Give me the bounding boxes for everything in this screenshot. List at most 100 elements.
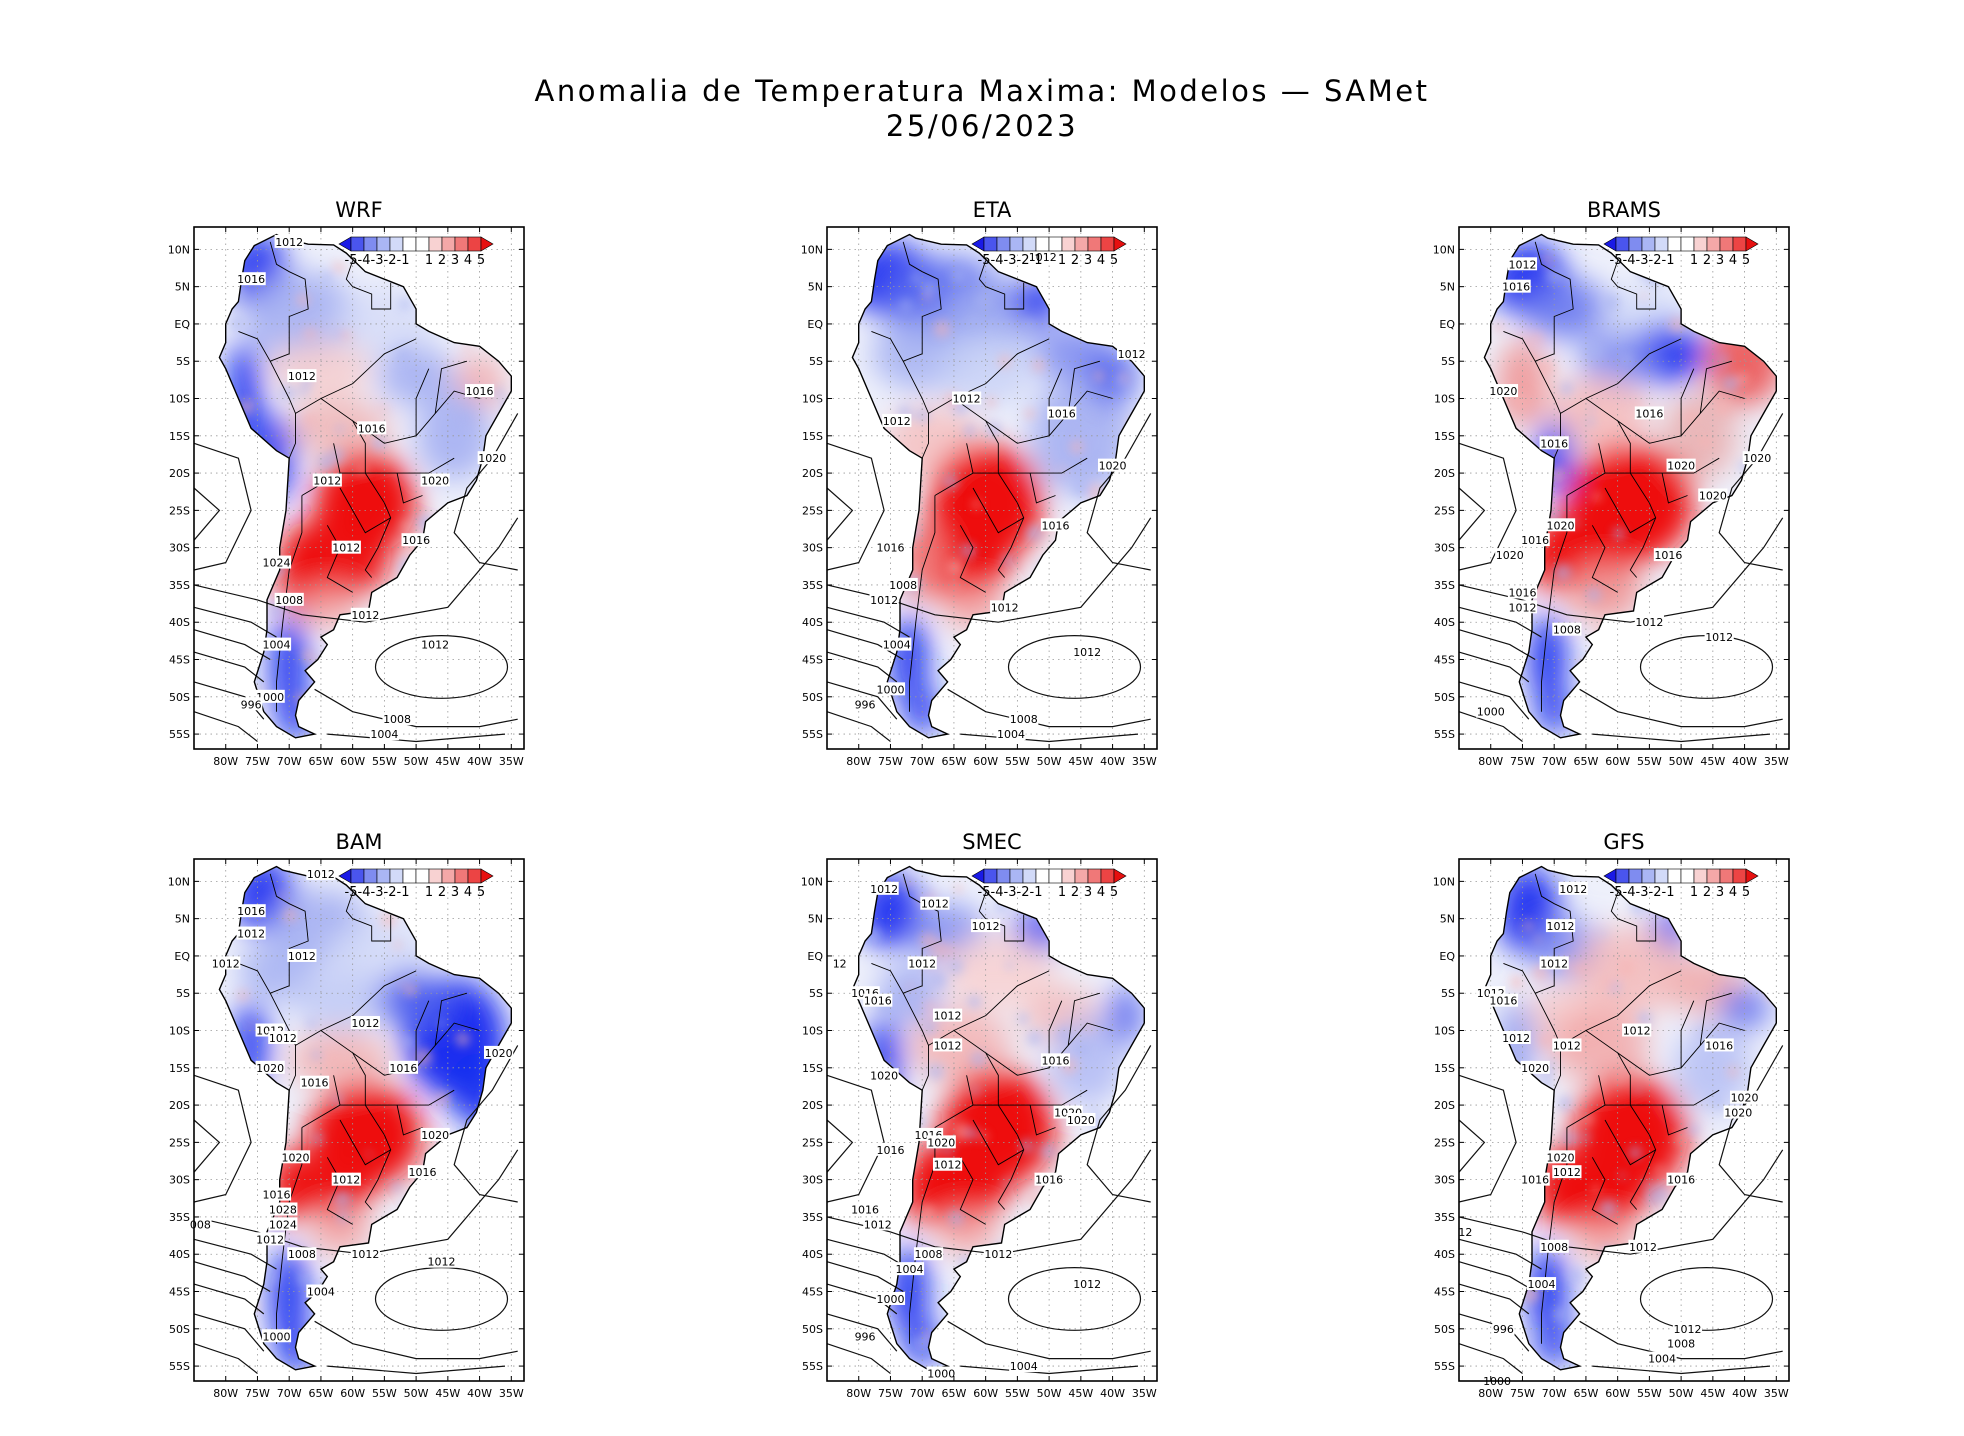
isobar-label: 1016 (876, 1144, 904, 1157)
anomaly-speckle (401, 520, 411, 530)
y-tick-label: 55S (169, 1360, 190, 1373)
isobar-label-bg (983, 1247, 1013, 1261)
anomaly-speckle (1538, 359, 1556, 377)
y-tick-label: 5N (1440, 281, 1455, 294)
y-tick-label: 50S (169, 691, 190, 704)
x-tick-label: 70W (277, 1387, 302, 1400)
anomaly-speckle (943, 474, 958, 489)
isobar-line (193, 1343, 258, 1374)
isobar-label-bg (1457, 1224, 1474, 1238)
isobar-line (1458, 1119, 1486, 1173)
y-tick-label: 5S (1441, 355, 1455, 368)
anomaly-speckle (357, 464, 368, 476)
country-border (364, 1149, 392, 1210)
isobar-label: 1012 (421, 639, 449, 652)
isobar-label: 1020 (1099, 460, 1127, 473)
isobar-label: 1012 (870, 883, 898, 896)
anomaly-speckle (974, 629, 988, 643)
colorbar-label: -3 (1004, 885, 1017, 900)
x-tick-label: 60W (1605, 755, 1630, 768)
isobar-label: 1012 (1635, 616, 1663, 629)
anomaly-speckle (1026, 525, 1043, 542)
anomaly-speckle (931, 941, 949, 959)
y-tick-label: EQ (807, 950, 823, 963)
anomaly-speckle (1121, 1118, 1137, 1134)
x-tick-label: 75W (878, 1387, 903, 1400)
anomaly-speckle (919, 886, 932, 899)
isobar-label: 1016 (389, 1062, 417, 1075)
anomaly-speckle (1726, 925, 1743, 943)
colorbar-label: -5 (978, 885, 991, 900)
isobar-label-bg (1028, 249, 1058, 263)
anomaly-speckle (1122, 948, 1136, 962)
colorbar-swatch (1628, 868, 1643, 884)
isobar-label: 996 (855, 698, 876, 711)
isobar-label-bg (853, 697, 877, 711)
isobar-line (1718, 1045, 1784, 1203)
isobar-low-center (1639, 635, 1774, 699)
anomaly-speckle (963, 424, 977, 438)
x-tick-label: 75W (1510, 1387, 1535, 1400)
anomaly-speckle (1530, 1205, 1540, 1215)
colorbar-label: 2 (1703, 885, 1711, 900)
colorbar-swatch (1628, 236, 1643, 252)
isobar-line (193, 606, 277, 638)
x-tick-label: 50W (1669, 1387, 1694, 1400)
colorbar-swatch (350, 236, 365, 252)
coastline (218, 233, 512, 739)
country-border (1661, 1105, 1688, 1136)
isobar-label-bg (255, 1060, 285, 1074)
y-tick-label: 35S (802, 579, 823, 592)
colorbar-label: 5 (1742, 253, 1750, 268)
isobar-label-bg (306, 866, 336, 880)
isobar-label: 1012 (351, 1248, 379, 1261)
anomaly-speckle (1024, 408, 1036, 420)
colorbar-swatch (1074, 868, 1089, 884)
anomaly-speckle (1640, 293, 1648, 300)
y-tick-label: 40S (1434, 1248, 1455, 1261)
anomaly-speckle (891, 631, 898, 638)
colorbar-label: -1 (397, 885, 410, 900)
y-tick-label: 20S (169, 1099, 190, 1112)
isobar-line (193, 711, 258, 742)
colorbar-swatch (389, 236, 404, 252)
panel-gfs: 1012 1012 1012 1012 1016 1012 1012 1012 1020 1016… (1433, 830, 1790, 1400)
isobar-label: 1016 (851, 1203, 879, 1216)
country-border (978, 892, 1025, 942)
isobar-line (826, 711, 891, 742)
anomaly-speckle (1090, 1105, 1097, 1112)
isobar-label-bg (401, 533, 431, 547)
anomaly-speckle (1509, 975, 1524, 990)
isobar-label: 1012 (1540, 957, 1568, 970)
anomaly-speckle (231, 1108, 238, 1115)
colorbar-swatch (441, 236, 456, 252)
isobar-label: 1012 (1118, 348, 1146, 361)
anomaly-blob (1573, 1216, 1637, 1262)
isobar-label: 1004 (1010, 1360, 1038, 1373)
isobar-label: 1012 (212, 957, 240, 970)
panel-title: GFS (1603, 830, 1644, 854)
anomaly-speckle (420, 582, 432, 594)
anomaly-speckle (869, 1304, 880, 1316)
x-tick-label: 55W (1637, 1387, 1662, 1400)
panel-title: WRF (335, 198, 382, 222)
anomaly-speckle (905, 562, 916, 574)
anomaly-speckle (1093, 1142, 1100, 1150)
anomaly-speckle (463, 344, 472, 353)
anomaly-speckle (960, 543, 976, 559)
isobar-label-bg (882, 413, 912, 427)
anomaly-speckle (454, 1300, 464, 1309)
colorbar-label: -5 (345, 253, 358, 268)
isobar-label-bg (1097, 458, 1128, 472)
isobar-contours (1458, 413, 1784, 743)
isobar-label: 1020 (485, 1047, 513, 1060)
anomaly-blob (232, 1000, 271, 1091)
colorbar-label: 1 (425, 885, 433, 900)
isobar-label: 1016 (1035, 1174, 1063, 1187)
isobar-label-bg (239, 697, 263, 711)
country-border (1699, 360, 1733, 414)
country-border (1503, 241, 1574, 362)
y-tick-label: 10N (168, 243, 190, 256)
isobar-label: 1020 (1667, 460, 1695, 473)
colorbar-label: -1 (1662, 885, 1675, 900)
